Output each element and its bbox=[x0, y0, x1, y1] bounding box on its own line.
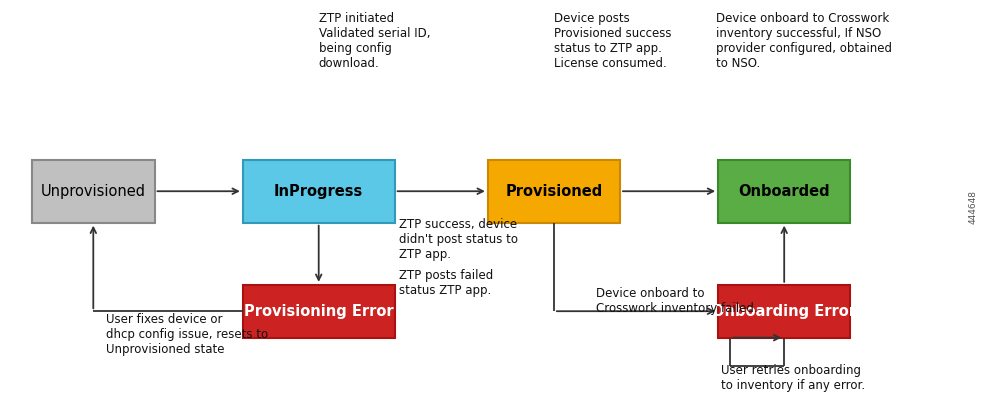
Text: Device onboard to
Crosswork inventory failed.: Device onboard to Crosswork inventory fa… bbox=[596, 287, 758, 315]
Text: User retries onboarding
to inventory if any error.: User retries onboarding to inventory if … bbox=[721, 364, 866, 392]
Text: Device onboard to Crosswork
inventory successful, If NSO
provider configured, ob: Device onboard to Crosswork inventory su… bbox=[716, 12, 892, 70]
Text: Onboarded: Onboarded bbox=[738, 184, 830, 199]
Text: Unprovisioned: Unprovisioned bbox=[41, 184, 146, 199]
Text: Provisioning Error: Provisioning Error bbox=[244, 304, 394, 319]
FancyBboxPatch shape bbox=[718, 160, 850, 223]
Text: InProgress: InProgress bbox=[274, 184, 363, 199]
FancyBboxPatch shape bbox=[488, 160, 620, 223]
FancyBboxPatch shape bbox=[718, 285, 850, 338]
Text: Provisioned: Provisioned bbox=[505, 184, 603, 199]
FancyBboxPatch shape bbox=[32, 160, 155, 223]
Text: ZTP posts failed
status ZTP app.: ZTP posts failed status ZTP app. bbox=[399, 269, 493, 296]
Text: Device posts
Provisioned success
status to ZTP app.
License consumed.: Device posts Provisioned success status … bbox=[554, 12, 671, 70]
Text: 444648: 444648 bbox=[969, 190, 978, 225]
FancyBboxPatch shape bbox=[243, 285, 395, 338]
FancyBboxPatch shape bbox=[243, 160, 395, 223]
Text: Onboarding Error: Onboarding Error bbox=[712, 304, 856, 319]
Text: ZTP success, device
didn't post status to
ZTP app.: ZTP success, device didn't post status t… bbox=[399, 217, 518, 261]
Text: ZTP initiated
Validated serial ID,
being config
download.: ZTP initiated Validated serial ID, being… bbox=[319, 12, 430, 70]
Text: User fixes device or
dhcp config issue, resets to
Unprovisioned state: User fixes device or dhcp config issue, … bbox=[106, 313, 268, 356]
